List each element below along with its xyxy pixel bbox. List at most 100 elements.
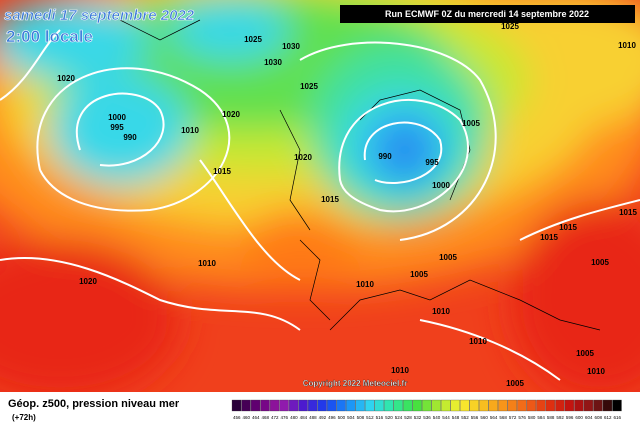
isobar-label: 1005 xyxy=(591,258,609,267)
legend-label: 464 xyxy=(252,415,260,420)
footer-title: Géop. z500, pression niveau mer xyxy=(8,398,180,410)
isobar-label: 1020 xyxy=(222,110,240,119)
legend-swatch xyxy=(422,399,432,412)
legend-label: 456 xyxy=(233,415,241,420)
legend-swatch xyxy=(403,399,413,412)
isobar-label: 1010 xyxy=(391,366,409,375)
legend-swatch xyxy=(460,399,470,412)
legend-label: 612 xyxy=(604,415,612,420)
isobar-label: 1015 xyxy=(559,223,577,232)
legend-label: 608 xyxy=(594,415,602,420)
legend-swatch xyxy=(479,399,489,412)
legend-swatch xyxy=(365,399,375,412)
isobar-label: 1000 xyxy=(108,113,126,122)
legend-swatch xyxy=(498,399,508,412)
legend-swatch xyxy=(307,399,318,412)
isobar-label: 1010 xyxy=(469,337,487,346)
legend-label: 552 xyxy=(461,415,469,420)
isobar-label: 995 xyxy=(110,123,124,132)
legend-swatch xyxy=(555,399,565,412)
legend-label: 600 xyxy=(575,415,583,420)
legend-label: 584 xyxy=(537,415,545,420)
legend-swatch xyxy=(279,399,289,412)
legend-swatch xyxy=(602,399,613,412)
isobar-label: 1010 xyxy=(198,259,216,268)
legend-swatch xyxy=(374,399,384,412)
isobar-label: 1000 xyxy=(432,181,450,190)
isobar-label: 1015 xyxy=(213,167,231,176)
legend-swatch xyxy=(345,399,356,412)
isobar-label: 1025 xyxy=(300,82,318,91)
legend-label: 528 xyxy=(404,415,412,420)
legend-label: 572 xyxy=(509,415,517,420)
legend-swatch xyxy=(260,399,270,412)
legend-label: 472 xyxy=(271,415,279,420)
legend-swatch xyxy=(593,399,603,412)
legend-label: 480 xyxy=(290,415,298,420)
legend-label: 544 xyxy=(442,415,450,420)
legend-label: 516 xyxy=(376,415,384,420)
legend-label: 520 xyxy=(385,415,393,420)
legend-label: 500 xyxy=(338,415,346,420)
legend-label: 488 xyxy=(309,415,317,420)
legend-swatch xyxy=(574,399,584,412)
legend-swatch xyxy=(336,399,346,412)
isobar-label: 1005 xyxy=(462,119,480,128)
legend-label: 564 xyxy=(490,415,498,420)
isobar-label: 1020 xyxy=(294,153,312,162)
legend-label: 496 xyxy=(328,415,336,420)
legend-swatch xyxy=(355,399,365,412)
legend-swatch xyxy=(393,399,403,412)
legend-swatch xyxy=(431,399,441,412)
isobar-label: 1010 xyxy=(587,367,605,376)
legend-label: 596 xyxy=(566,415,574,420)
legend-label: 556 xyxy=(471,415,479,420)
legend-label: 492 xyxy=(319,415,327,420)
legend-label: 560 xyxy=(480,415,488,420)
legend-label: 588 xyxy=(547,415,555,420)
legend-label: 508 xyxy=(357,415,365,420)
isobar-label: 1005 xyxy=(410,270,428,279)
legend-swatch xyxy=(241,399,251,412)
isobar-label: 1010 xyxy=(432,307,450,316)
legend-swatch xyxy=(288,399,299,412)
legend-swatch xyxy=(564,399,575,412)
legend-swatch xyxy=(317,399,327,412)
legend-swatch xyxy=(583,399,594,412)
isobar-label: 1015 xyxy=(619,208,637,217)
isobar-label: 1025 xyxy=(501,22,519,31)
isobar-label: 1030 xyxy=(264,58,282,67)
legend-label: 540 xyxy=(433,415,441,420)
legend-swatch xyxy=(384,399,394,412)
isobar-label: 1025 xyxy=(244,35,262,44)
legend-swatch xyxy=(298,399,308,412)
isobar-label: 1015 xyxy=(540,233,558,242)
legend-swatch xyxy=(517,399,527,412)
legend-swatch xyxy=(469,399,479,412)
legend-swatch xyxy=(612,399,622,412)
isobar-label: 1010 xyxy=(181,126,199,135)
legend-swatch xyxy=(450,399,460,412)
isobar-label: 1020 xyxy=(57,74,75,83)
legend-label: 476 xyxy=(281,415,289,420)
isobar-label: 990 xyxy=(123,133,137,142)
legend-label: 504 xyxy=(347,415,355,420)
isobar-label: 1005 xyxy=(506,379,524,388)
legend-swatch xyxy=(250,399,261,412)
isobar-label: 1010 xyxy=(356,280,374,289)
legend-label: 512 xyxy=(366,415,374,420)
field xyxy=(0,0,640,392)
legend-label: 576 xyxy=(518,415,526,420)
legend-label: 616 xyxy=(613,415,621,420)
legend-swatch xyxy=(536,399,546,412)
legend-label: 460 xyxy=(243,415,251,420)
isobar-label: 1005 xyxy=(439,253,457,262)
legend-label: 568 xyxy=(499,415,507,420)
isobar-label: 995 xyxy=(425,158,439,167)
legend-swatch xyxy=(545,399,556,412)
run: Run ECMWF 0Z du mercredi 14 septembre 20… xyxy=(385,9,589,19)
isobar-label: 990 xyxy=(378,152,392,161)
legend-label: 532 xyxy=(414,415,422,420)
